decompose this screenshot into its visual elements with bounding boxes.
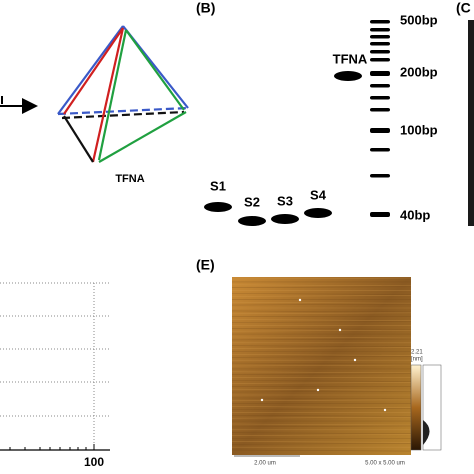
ladder-label: 100bp [400, 122, 438, 137]
gel-band [271, 214, 299, 224]
afm-streak [231, 441, 412, 443]
lane-label: TFNA [333, 51, 368, 66]
afm-streak [231, 336, 412, 339]
afm-dot [316, 388, 320, 392]
scale-bar-label: 2.00 um [254, 461, 276, 467]
afm-streak [231, 277, 412, 280]
ladder-band [370, 28, 390, 32]
tetrahedron [57, 25, 189, 163]
ladder-band [370, 50, 390, 54]
afm-dot [383, 408, 387, 412]
ladder-band [370, 174, 390, 178]
ladder-band [370, 42, 390, 46]
afm-dot [260, 398, 264, 402]
afm-streak [231, 310, 412, 313]
afm-streak [231, 338, 412, 341]
ladder-band [370, 108, 390, 112]
afm-streak [231, 355, 412, 358]
lane-label: S2 [244, 194, 260, 209]
ladder [370, 20, 390, 217]
afm-streak [231, 414, 412, 417]
afm-streak [231, 329, 412, 332]
afm-streak [231, 301, 412, 304]
afm-streak [231, 345, 412, 348]
panel-e: (E) 2.21 [nm] 2.00 um 5.00 x 5.00 um [196, 257, 442, 467]
scan-size: 5.00 x 5.00 um [365, 461, 405, 467]
afm-streak [231, 312, 412, 315]
afm-streak [231, 364, 412, 367]
afm-streak [231, 362, 412, 365]
afm-dot [353, 358, 357, 362]
ladder-band [370, 96, 390, 100]
afm-streak [231, 416, 412, 419]
afm-streak [231, 390, 412, 393]
afm-streak [231, 382, 412, 384]
afm-image [232, 277, 411, 455]
histogram [423, 420, 430, 445]
color-unit: [nm] [411, 357, 423, 363]
panel-tag: (B) [196, 0, 215, 16]
afm-streak [231, 406, 412, 408]
gel-band [304, 208, 332, 218]
afm-streak [231, 380, 412, 382]
panel-tag: (C [456, 0, 471, 16]
panel-image [468, 20, 474, 226]
panel-tag: (E) [196, 257, 215, 273]
afm-streak [231, 295, 412, 297]
panel-c: (C [456, 0, 474, 226]
ladder-label: 40bp [400, 207, 430, 222]
ladder-band [370, 71, 390, 76]
afm-streak [231, 442, 412, 445]
tfna-label: TFNA [115, 173, 144, 185]
afm-dot [298, 298, 302, 302]
ladder-label: 500bp [400, 12, 438, 27]
ladder-band [370, 128, 390, 133]
lane-label: S3 [277, 193, 293, 208]
ladder-band [370, 212, 390, 217]
afm-dot [338, 328, 342, 332]
afm-streak [231, 425, 412, 428]
ladder-label: 200bp [400, 64, 438, 79]
afm-streak [231, 449, 412, 452]
x-tick-label: 100 [84, 455, 104, 469]
afm-streak [231, 347, 412, 349]
ladder-band [370, 20, 390, 24]
afm-streak [231, 408, 412, 410]
gel-band [204, 202, 232, 212]
histogram-box [422, 364, 442, 451]
afm-streak [231, 319, 412, 321]
afm-streak [231, 423, 412, 426]
afm-streak [231, 303, 412, 306]
afm-streak [231, 321, 412, 323]
color-max: 2.21 [411, 350, 423, 356]
afm-streak [231, 354, 412, 356]
ladder-band [370, 58, 390, 62]
lane-label: S4 [310, 187, 327, 202]
panel-d [0, 282, 110, 450]
afm-texture [231, 277, 412, 452]
ladder-band [370, 84, 390, 88]
x-ticks [9, 444, 95, 450]
color-bar [410, 364, 422, 451]
ladder-band [370, 148, 390, 152]
afm-streak [231, 286, 412, 289]
gel-band [238, 216, 266, 226]
afm-streak [231, 434, 412, 436]
lane-label: S1 [210, 178, 226, 193]
panel-b: (B) S1 S2 S3 S4 TFNA 500bp 200bp 100bp 4… [196, 0, 438, 226]
afm-streak [231, 327, 412, 330]
ladder-band [370, 35, 390, 39]
afm-streak [231, 371, 412, 374]
afm-streak [231, 293, 412, 295]
afm-streak [231, 284, 412, 287]
afm-streak [231, 388, 412, 391]
panel-a: TFNA [0, 25, 189, 185]
afm-streak [231, 373, 412, 376]
afm-streak [231, 397, 412, 400]
afm-streak [231, 432, 412, 435]
gel-band [334, 71, 362, 81]
